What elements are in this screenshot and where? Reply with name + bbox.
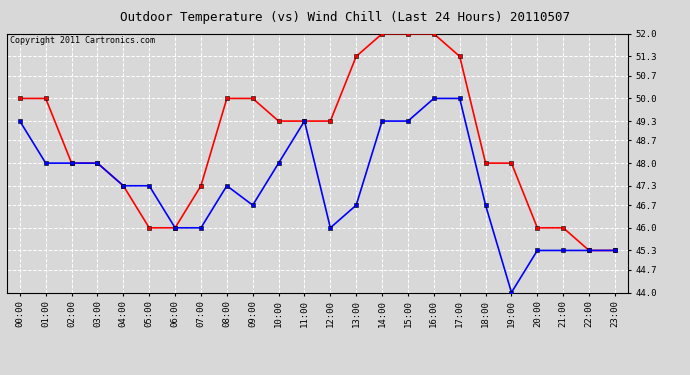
Text: Copyright 2011 Cartronics.com: Copyright 2011 Cartronics.com: [10, 36, 155, 45]
Text: Outdoor Temperature (vs) Wind Chill (Last 24 Hours) 20110507: Outdoor Temperature (vs) Wind Chill (Las…: [120, 11, 570, 24]
